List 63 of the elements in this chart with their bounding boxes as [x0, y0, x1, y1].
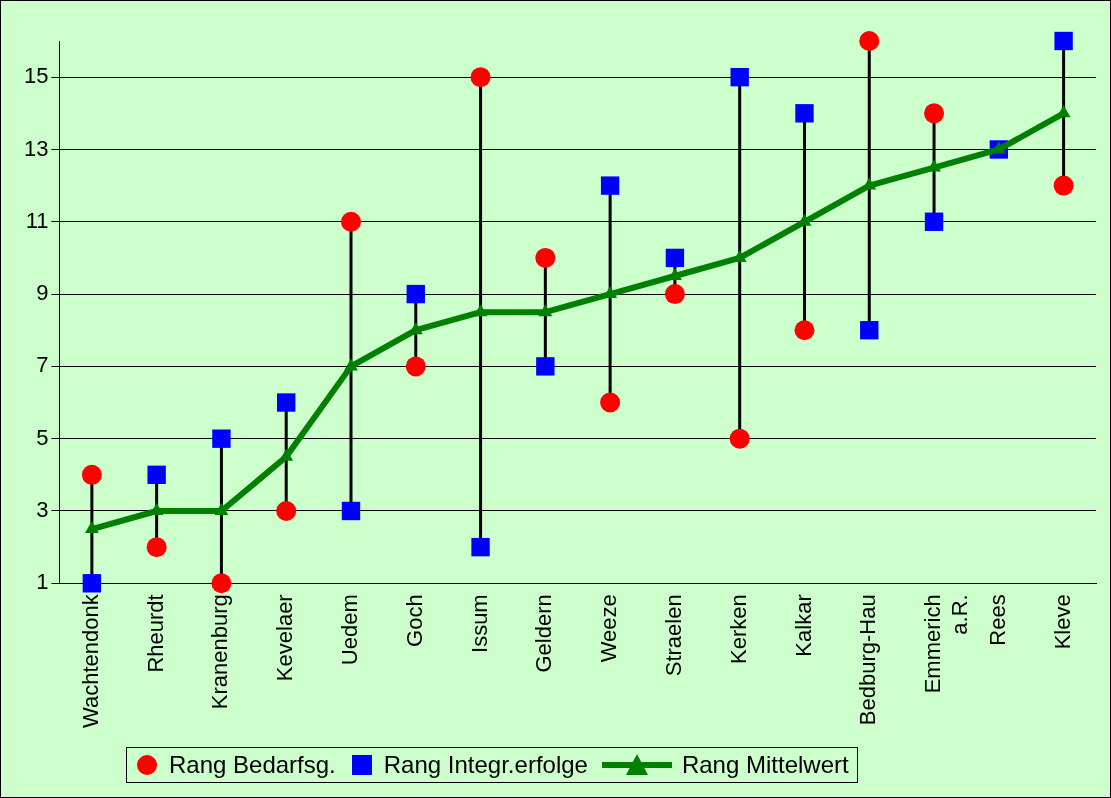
x-tick-label: Uedem	[337, 594, 363, 666]
point	[991, 141, 1006, 154]
point	[84, 521, 99, 534]
x-tick-label: Kalkar	[790, 594, 816, 657]
point	[81, 464, 102, 485]
point	[600, 176, 620, 195]
x-tick-label: Kleve	[1049, 594, 1075, 650]
point	[341, 501, 361, 521]
point	[664, 284, 685, 305]
x-tick-label: Rees	[984, 594, 1010, 646]
point	[211, 573, 232, 594]
x-tick-label: Weeze	[596, 594, 622, 663]
point	[1053, 175, 1074, 196]
x-tick-label: Geldern	[531, 594, 557, 673]
x-tick-label: Goch	[401, 594, 427, 647]
y-tick-label: 7	[36, 352, 49, 378]
x-tick-label: Straelen	[660, 594, 686, 677]
point	[600, 392, 621, 413]
legend-label: Rang Integr.erfolge	[383, 751, 588, 779]
point	[82, 574, 102, 593]
x-tick-label: Wachtendonk	[77, 593, 103, 729]
point	[729, 428, 750, 449]
legend-label: Rang Bedarfsg.	[169, 751, 336, 779]
point	[146, 537, 167, 558]
y-tick-label: 15	[23, 63, 49, 89]
x-tick-label: Issum	[466, 594, 492, 653]
point	[277, 393, 296, 412]
point	[665, 248, 685, 268]
point	[471, 537, 490, 557]
point	[1054, 31, 1073, 51]
x-tick-label: Kevelaer	[272, 594, 298, 682]
y-tick-label: 13	[23, 135, 49, 161]
point	[795, 104, 814, 123]
point	[341, 211, 361, 232]
y-tick-label: 11	[25, 207, 49, 233]
point	[924, 103, 945, 124]
y-tick-label: 9	[36, 280, 49, 306]
point	[473, 304, 488, 317]
point	[730, 67, 749, 87]
point	[212, 429, 231, 448]
x-tick-label: Emmerich a.R.	[920, 594, 972, 694]
x-tick-label: Bedburg-Hau	[855, 594, 881, 726]
x-tick-label: Kranenburg	[207, 594, 233, 710]
point	[794, 320, 815, 341]
point	[860, 321, 879, 340]
y-tick-label: 5	[36, 424, 49, 450]
point	[536, 357, 555, 376]
point	[859, 31, 880, 51]
point	[147, 465, 166, 485]
legend-label: Rang Mittelwert	[681, 751, 849, 779]
point	[538, 304, 553, 317]
point	[276, 500, 297, 521]
y-tick-label: 1	[36, 569, 49, 595]
point	[535, 247, 556, 268]
x-tick-label: Kerken	[725, 594, 751, 665]
x-tick-label: Rheurdt	[142, 594, 168, 673]
point	[279, 448, 294, 461]
point	[470, 67, 491, 88]
y-tick-label: 3	[36, 497, 49, 523]
point	[405, 356, 426, 377]
point	[344, 358, 358, 371]
point	[924, 212, 944, 231]
point	[406, 284, 425, 304]
